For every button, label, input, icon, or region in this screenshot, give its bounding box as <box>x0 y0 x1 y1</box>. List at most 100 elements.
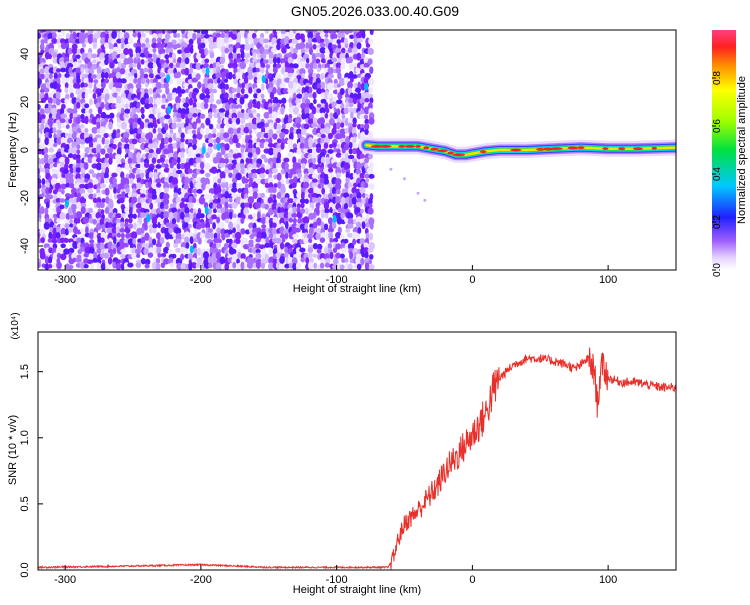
spectrogram-cell <box>236 53 241 60</box>
spectrogram-x-tick-label: -100 <box>326 274 348 286</box>
spectrogram-cell <box>267 68 274 73</box>
spectrogram-cell <box>324 112 329 119</box>
spectrogram-cell <box>243 93 249 99</box>
spectrogram-cell <box>140 157 144 164</box>
spectrogram-cell <box>268 232 274 239</box>
spectrogram-cell <box>208 36 214 44</box>
spectrogram-hotspot <box>577 146 585 150</box>
spectrogram-cell <box>187 202 194 209</box>
spectrogram-cell <box>259 53 267 60</box>
spectrogram-cell <box>338 77 346 86</box>
spectrogram-cell <box>297 172 302 179</box>
spectrogram-cell <box>224 249 229 255</box>
spectrogram-cell <box>136 242 143 250</box>
spectrogram-cell <box>128 75 134 85</box>
spectrogram-cell <box>312 142 316 149</box>
snr-panel: -300 -200 -100 0 100 0.00.51.01.5 Height of … <box>7 312 677 596</box>
spectrogram-cell <box>267 262 274 270</box>
spectrogram-cell <box>59 61 66 70</box>
spectrogram-cell <box>235 172 242 181</box>
spectrogram-cell <box>113 137 119 144</box>
spectrogram-cell <box>107 98 114 104</box>
spectrogram-cell <box>215 186 222 194</box>
spectrogram-cell <box>305 42 310 51</box>
spectrogram-cell <box>147 47 154 53</box>
spectrogram-cell <box>360 257 365 266</box>
spectrogram-cell <box>299 142 305 150</box>
spectrogram-cell <box>343 37 349 45</box>
spectrogram-cell <box>87 156 93 164</box>
spectrogram-cell <box>344 43 349 49</box>
spectrogram-cell <box>215 61 221 69</box>
spectrogram-cell <box>44 147 49 154</box>
spectrogram-cell <box>140 106 145 115</box>
spectrogram-cell <box>64 98 69 104</box>
spectrogram-cell <box>261 251 266 261</box>
spectrogram-cell <box>52 32 57 40</box>
spectrogram-cell <box>204 58 210 64</box>
spectrogram-cell <box>131 196 138 204</box>
spectrogram-cell <box>176 112 182 119</box>
spectrogram-cell <box>303 181 310 189</box>
spectrogram-cell <box>297 133 302 139</box>
spectrogram-cell <box>120 97 126 104</box>
spectrogram-cell <box>165 241 170 249</box>
spectrogram-cell <box>69 223 74 228</box>
spectrogram-cell <box>107 257 113 265</box>
spectrogram-cell <box>292 82 298 89</box>
spectrogram-cell <box>129 52 134 58</box>
spectrogram-cell <box>292 47 299 55</box>
spectrogram-cell <box>112 92 119 98</box>
spectrogram-cell <box>208 187 215 195</box>
spectrogram-cell <box>84 82 88 88</box>
spectrogram-cell <box>187 152 193 158</box>
spectrogram-cell <box>109 62 115 69</box>
spectrogram-cell <box>299 41 306 50</box>
spectrogram-cell <box>219 256 226 265</box>
spectrogram-cell <box>200 34 205 40</box>
spectrogram-cell <box>291 212 298 218</box>
spectrogram-cell <box>107 248 114 254</box>
spectrogram-cell <box>224 83 230 90</box>
spectrogram-cell <box>169 182 174 189</box>
spectrogram-cell <box>223 37 229 44</box>
spectrogram-cell <box>319 73 326 80</box>
spectrogram-cell <box>165 46 170 54</box>
spectrogram-cell <box>184 39 191 44</box>
spectrogram-cell <box>177 49 183 54</box>
spectrogram-cell <box>255 261 261 269</box>
spectrogram-y-axis-label: Frequency (Hz) <box>7 112 19 188</box>
spectrogram-cell <box>125 187 130 194</box>
spectrogram-cell <box>177 187 182 195</box>
spectrogram-cell <box>359 114 365 119</box>
spectrogram-cell <box>197 247 202 256</box>
spectrogram-cell <box>72 257 77 263</box>
spectrogram-cell <box>297 253 302 259</box>
spectrogram-cell <box>305 57 310 64</box>
spectrogram-cell <box>283 116 290 125</box>
spectrogram-cell <box>253 30 258 33</box>
spectrogram-cell <box>279 132 285 139</box>
spectrogram-cell <box>87 36 93 44</box>
spectrogram-cell <box>227 152 234 159</box>
spectrogram-cell <box>191 121 198 130</box>
spectrogram-cell <box>272 209 278 215</box>
spectrogram-cell <box>212 222 216 230</box>
snr-y-axis-label: SNR (10 * v/v) <box>7 415 19 485</box>
spectrogram-cell <box>104 171 109 180</box>
spectrogram-cell <box>231 177 238 184</box>
spectrogram-cell <box>160 43 165 49</box>
spectrogram-cell <box>68 87 74 95</box>
spectrogram-cell <box>351 74 358 79</box>
spectrogram-cell <box>64 156 70 165</box>
spectrogram-cell <box>272 66 278 74</box>
spectrogram-cell <box>316 67 321 73</box>
spectrogram-cell <box>343 107 349 115</box>
spectrogram-cell <box>100 262 106 270</box>
spectrogram-cell <box>200 53 206 59</box>
spectrogram-cell <box>226 124 230 129</box>
spectrogram-cell <box>115 46 123 54</box>
spectrogram-cell <box>256 131 263 139</box>
spectrogram-cell <box>304 222 309 231</box>
spectrogram-cell <box>367 102 373 111</box>
